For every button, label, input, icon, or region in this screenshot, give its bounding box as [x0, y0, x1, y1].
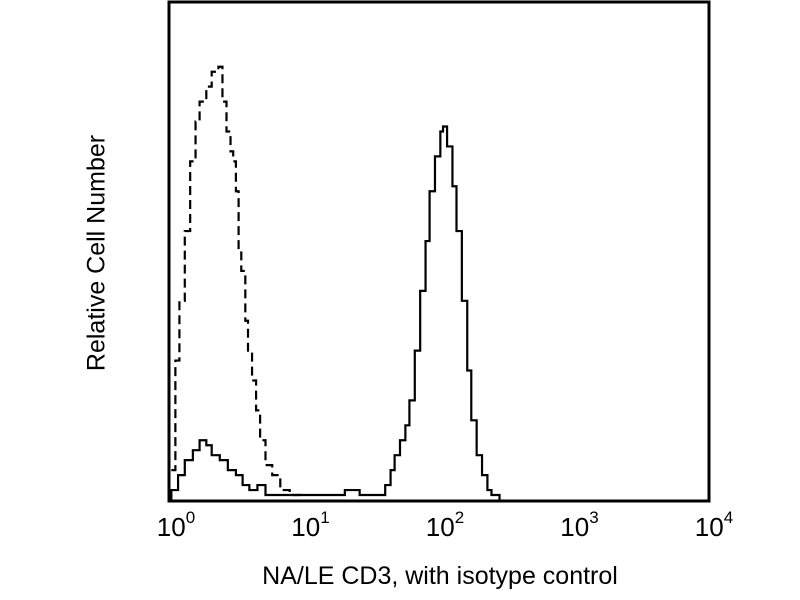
x-tick-base: 10 — [694, 512, 724, 542]
x-tick-base: 10 — [291, 512, 321, 542]
x-tick-exponent: 1 — [320, 508, 330, 527]
x-tick-label: 103 — [560, 508, 598, 543]
x-tick-base: 10 — [156, 512, 186, 542]
x-tick-exponent: 4 — [723, 508, 734, 527]
series-line-cd3 — [170, 125, 501, 502]
x-tick-label: 101 — [291, 508, 329, 543]
x-tick-base: 10 — [425, 512, 455, 542]
plot-frame — [167, 0, 711, 503]
x-tick-base: 10 — [560, 512, 590, 542]
x-tick-exponent: 3 — [589, 508, 599, 527]
x-tick-label: 102 — [425, 508, 464, 543]
x-axis-label: NA/LE CD3, with isotype control — [262, 562, 618, 590]
series-line-isotype-control — [171, 65, 302, 500]
x-tick-exponent: 2 — [454, 508, 465, 527]
x-tick-exponent: 0 — [185, 508, 196, 527]
x-tick-label: 104 — [694, 508, 733, 543]
y-axis-label: Relative Cell Number — [82, 134, 111, 372]
x-tick-label: 100 — [156, 508, 195, 543]
